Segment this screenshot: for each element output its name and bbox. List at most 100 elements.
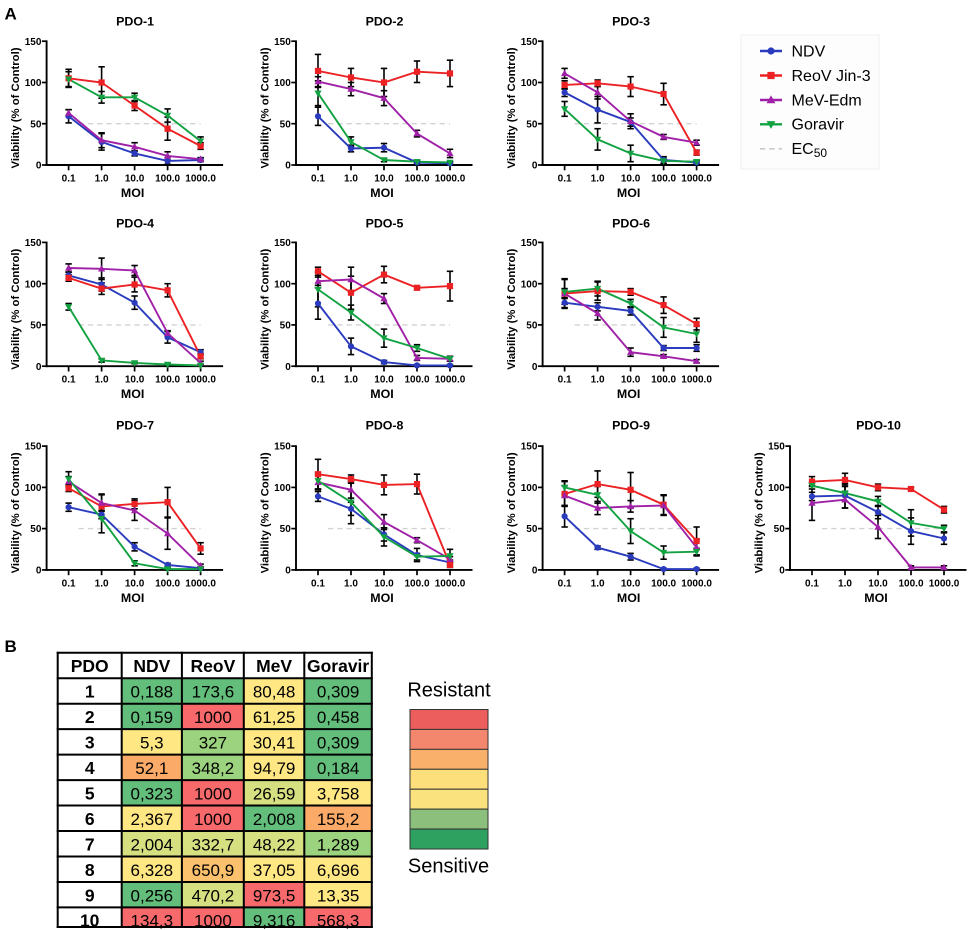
svg-text:1.0: 1.0 — [591, 578, 605, 589]
svg-text:80,48: 80,48 — [253, 683, 296, 702]
svg-text:50: 50 — [30, 524, 42, 535]
svg-text:A: A — [5, 5, 17, 24]
svg-text:0: 0 — [779, 566, 785, 577]
svg-text:100: 100 — [25, 279, 42, 290]
svg-text:100: 100 — [25, 78, 42, 89]
svg-text:50: 50 — [526, 524, 538, 535]
svg-text:568,3: 568,3 — [317, 912, 360, 930]
svg-text:8: 8 — [85, 860, 95, 880]
svg-text:0.1: 0.1 — [311, 174, 325, 185]
svg-text:150: 150 — [274, 442, 291, 453]
svg-text:1000: 1000 — [194, 708, 232, 727]
svg-text:6: 6 — [85, 809, 95, 829]
svg-text:1000.0: 1000.0 — [435, 375, 466, 386]
svg-text:2,004: 2,004 — [131, 835, 174, 854]
svg-text:5,3: 5,3 — [140, 733, 164, 752]
svg-text:0.1: 0.1 — [62, 174, 76, 185]
svg-text:150: 150 — [25, 238, 42, 249]
svg-text:0,184: 0,184 — [317, 759, 360, 778]
svg-text:1000.0: 1000.0 — [185, 174, 216, 185]
svg-text:173,6: 173,6 — [192, 683, 235, 702]
svg-text:2,367: 2,367 — [131, 810, 174, 829]
svg-text:MeV: MeV — [256, 656, 292, 676]
svg-text:50: 50 — [30, 119, 42, 130]
svg-text:100: 100 — [521, 279, 538, 290]
svg-text:10.0: 10.0 — [374, 578, 394, 589]
svg-text:0: 0 — [532, 362, 538, 373]
svg-text:PDO-3: PDO-3 — [612, 15, 650, 29]
svg-text:100: 100 — [521, 78, 538, 89]
svg-text:50: 50 — [30, 321, 42, 332]
svg-text:PDO-10: PDO-10 — [856, 419, 901, 433]
svg-text:7: 7 — [85, 834, 95, 854]
svg-text:PDO-6: PDO-6 — [612, 217, 650, 231]
svg-text:50: 50 — [280, 524, 292, 535]
svg-text:332,7: 332,7 — [192, 835, 235, 854]
svg-text:1.0: 1.0 — [591, 375, 605, 386]
svg-text:PDO-5: PDO-5 — [366, 217, 404, 231]
svg-text:100: 100 — [768, 483, 785, 494]
svg-text:100.0: 100.0 — [155, 578, 180, 589]
svg-text:1.0: 1.0 — [95, 375, 109, 386]
svg-text:10.0: 10.0 — [125, 174, 145, 185]
svg-text:100.0: 100.0 — [404, 375, 429, 386]
svg-text:650,9: 650,9 — [192, 861, 235, 880]
svg-text:0.1: 0.1 — [311, 578, 325, 589]
svg-text:0.1: 0.1 — [62, 375, 76, 386]
svg-text:2: 2 — [85, 707, 95, 727]
svg-text:100.0: 100.0 — [404, 174, 429, 185]
svg-text:10.0: 10.0 — [125, 578, 145, 589]
svg-text:Viability (% of Control): Viability (% of Control) — [259, 452, 271, 573]
svg-text:150: 150 — [768, 442, 785, 453]
svg-text:1000.0: 1000.0 — [435, 174, 466, 185]
svg-text:Viability (% of Control): Viability (% of Control) — [506, 452, 518, 573]
svg-text:0: 0 — [285, 362, 291, 373]
svg-text:10.0: 10.0 — [374, 174, 394, 185]
svg-text:0.1: 0.1 — [558, 174, 572, 185]
svg-text:100.0: 100.0 — [898, 578, 923, 589]
svg-text:0: 0 — [285, 566, 291, 577]
svg-text:50: 50 — [526, 321, 538, 332]
svg-text:100.0: 100.0 — [155, 375, 180, 386]
svg-text:0: 0 — [285, 161, 291, 172]
svg-text:Viability (% of Control): Viability (% of Control) — [259, 248, 271, 369]
svg-text:Sensitive: Sensitive — [408, 856, 489, 878]
svg-text:0: 0 — [532, 161, 538, 172]
svg-text:Viability (% of Control): Viability (% of Control) — [10, 47, 22, 168]
svg-text:61,25: 61,25 — [253, 708, 296, 727]
svg-text:Goravir: Goravir — [307, 656, 369, 676]
svg-text:1.0: 1.0 — [344, 578, 358, 589]
svg-text:PDO-8: PDO-8 — [366, 419, 404, 433]
svg-text:50: 50 — [526, 119, 538, 130]
svg-text:PDO-1: PDO-1 — [116, 15, 154, 29]
svg-text:2,008: 2,008 — [253, 810, 296, 829]
svg-text:50: 50 — [774, 524, 786, 535]
svg-text:5: 5 — [85, 783, 95, 803]
svg-text:0.1: 0.1 — [558, 375, 572, 386]
svg-text:1000.0: 1000.0 — [681, 174, 712, 185]
svg-text:48,22: 48,22 — [253, 835, 296, 854]
svg-text:10.0: 10.0 — [621, 578, 641, 589]
svg-text:MOI: MOI — [370, 186, 393, 200]
svg-text:0,309: 0,309 — [317, 733, 360, 752]
svg-text:1.0: 1.0 — [95, 578, 109, 589]
svg-text:150: 150 — [521, 37, 538, 48]
svg-text:3: 3 — [85, 732, 95, 752]
svg-text:Viability (% of Control): Viability (% of Control) — [506, 47, 518, 168]
svg-text:100: 100 — [274, 483, 291, 494]
svg-text:52,1: 52,1 — [135, 759, 168, 778]
svg-text:1.0: 1.0 — [95, 174, 109, 185]
svg-text:0.1: 0.1 — [311, 375, 325, 386]
svg-text:1.0: 1.0 — [591, 174, 605, 185]
svg-text:0: 0 — [36, 161, 42, 172]
svg-text:MOI: MOI — [617, 591, 640, 605]
svg-text:150: 150 — [25, 37, 42, 48]
svg-text:0,188: 0,188 — [131, 683, 174, 702]
svg-text:1000.0: 1000.0 — [435, 578, 466, 589]
svg-text:30,41: 30,41 — [253, 733, 296, 752]
svg-text:0: 0 — [36, 362, 42, 373]
svg-text:MOI: MOI — [121, 387, 144, 401]
svg-text:0: 0 — [532, 566, 538, 577]
svg-text:0: 0 — [36, 566, 42, 577]
svg-text:0,159: 0,159 — [131, 708, 174, 727]
